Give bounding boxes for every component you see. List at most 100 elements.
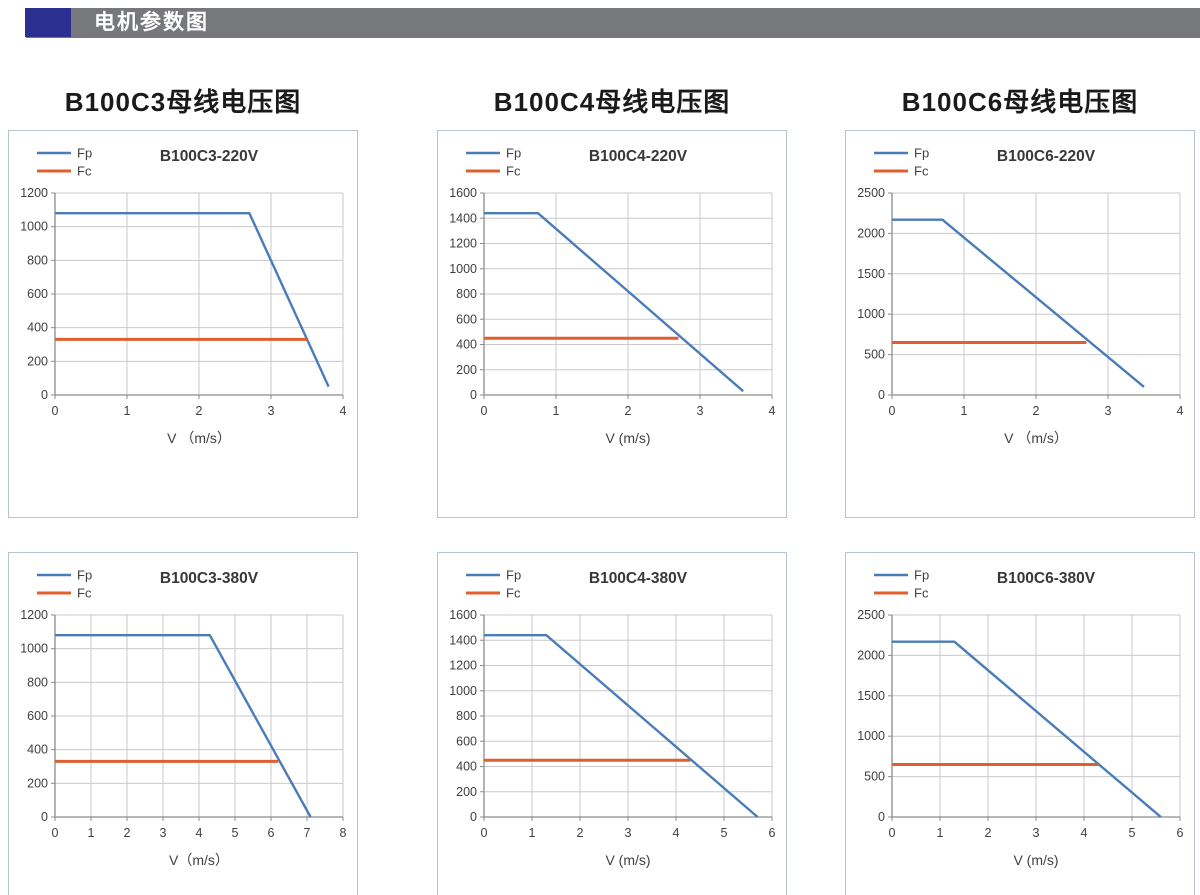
svg-text:400: 400: [456, 338, 477, 352]
svg-text:1400: 1400: [449, 633, 477, 647]
svg-text:800: 800: [27, 675, 48, 689]
svg-text:2: 2: [985, 826, 992, 840]
chart-panel-b100c3-380v: 0 1 2 3 4 5 6 7 8 0 200 400 600 800 1000 1200 Fp Fc B100C3…: [8, 552, 358, 895]
chart-panel-b100c4-220v: 0 1 2 3 4 0 200 400 600 800 1000 1200 1400 1600 Fp Fc B1…: [437, 130, 787, 518]
svg-text:4: 4: [196, 826, 203, 840]
svg-text:4: 4: [769, 404, 776, 418]
chart-panel-b100c6-380v: 0 1 2 3 4 5 6 0 500 1000 1500 2000 2500 Fp Fc B100C6-38…: [845, 552, 1195, 895]
svg-text:1200: 1200: [449, 237, 477, 251]
chart-panel-b100c6-220v: 0 1 2 3 4 0 500 1000 1500 2000 2500 Fp Fc B100C6-220V…: [845, 130, 1195, 518]
svg-text:2500: 2500: [857, 186, 885, 200]
svg-text:Fp: Fp: [506, 146, 521, 161]
svg-text:800: 800: [27, 253, 48, 267]
svg-text:Fc: Fc: [506, 164, 521, 179]
svg-text:V （m/s）: V （m/s）: [167, 430, 231, 446]
svg-text:400: 400: [27, 321, 48, 335]
svg-text:0: 0: [481, 404, 488, 418]
header-accent-block: [25, 8, 71, 37]
svg-text:0: 0: [878, 388, 885, 402]
chart-b100c6-380v: 0 1 2 3 4 5 6 0 500 1000 1500 2000 2500 Fp Fc B100C6-38…: [857, 568, 1184, 869]
svg-text:1000: 1000: [20, 220, 48, 234]
svg-text:4: 4: [673, 826, 680, 840]
svg-text:200: 200: [456, 363, 477, 377]
chart-b100c6-220v: 0 1 2 3 4 0 500 1000 1500 2000 2500 Fp Fc B100C6-220V…: [857, 146, 1184, 447]
svg-text:600: 600: [27, 287, 48, 301]
svg-text:0: 0: [52, 826, 59, 840]
svg-text:4: 4: [1177, 404, 1184, 418]
svg-text:Fc: Fc: [77, 586, 92, 601]
svg-text:3: 3: [1105, 404, 1112, 418]
svg-text:0: 0: [889, 404, 896, 418]
svg-text:Fp: Fp: [506, 568, 521, 583]
chart-b100c3-220v: 0 1 2 3 4 0 200 400 600 800 1000 1200 Fp Fc B100C3-220…: [20, 146, 346, 447]
svg-text:1: 1: [88, 826, 95, 840]
svg-text:0: 0: [878, 810, 885, 824]
column-title-b100c3: B100C3母线电压图: [64, 87, 302, 117]
chart-b100c4-220v: 0 1 2 3 4 0 200 400 600 800 1000 1200 1400 1600 Fp Fc B1…: [449, 146, 776, 447]
svg-text:600: 600: [456, 312, 477, 326]
chart-panel-b100c4-380v: 0 1 2 3 4 5 6 0 200 400 600 800 1000 1200 1400 1600 Fp Fc…: [437, 552, 787, 895]
svg-text:Fp: Fp: [77, 568, 92, 583]
svg-text:1400: 1400: [449, 211, 477, 225]
svg-text:0: 0: [41, 810, 48, 824]
svg-text:400: 400: [456, 760, 477, 774]
svg-text:1200: 1200: [20, 608, 48, 622]
svg-text:0: 0: [481, 826, 488, 840]
svg-text:600: 600: [456, 734, 477, 748]
svg-text:Fc: Fc: [914, 586, 929, 601]
svg-text:1200: 1200: [20, 186, 48, 200]
svg-text:0: 0: [470, 810, 477, 824]
svg-text:500: 500: [864, 770, 885, 784]
svg-text:Fp: Fp: [914, 568, 929, 583]
svg-text:V (m/s): V (m/s): [1013, 852, 1058, 868]
svg-text:1: 1: [124, 404, 131, 418]
svg-text:1600: 1600: [449, 608, 477, 622]
svg-text:200: 200: [27, 354, 48, 368]
svg-text:6: 6: [268, 826, 275, 840]
svg-text:1600: 1600: [449, 186, 477, 200]
svg-text:2000: 2000: [857, 226, 885, 240]
svg-text:1000: 1000: [857, 307, 885, 321]
svg-text:3: 3: [160, 826, 167, 840]
svg-text:1000: 1000: [449, 262, 477, 276]
svg-text:2: 2: [124, 826, 131, 840]
svg-text:1: 1: [961, 404, 968, 418]
chart-b100c4-380v: 0 1 2 3 4 5 6 0 200 400 600 800 1000 1200 1400 1600 Fp Fc…: [449, 568, 775, 869]
svg-text:1: 1: [529, 826, 536, 840]
chart-panel-b100c3-220v: 0 1 2 3 4 0 200 400 600 800 1000 1200 Fp Fc B100C3-220…: [8, 130, 358, 518]
svg-text:4: 4: [1081, 826, 1088, 840]
svg-text:2: 2: [625, 404, 632, 418]
svg-text:0: 0: [470, 388, 477, 402]
svg-text:0: 0: [41, 388, 48, 402]
svg-text:0: 0: [52, 404, 59, 418]
svg-text:1000: 1000: [857, 729, 885, 743]
svg-text:0: 0: [889, 826, 896, 840]
svg-text:200: 200: [456, 785, 477, 799]
svg-text:800: 800: [456, 287, 477, 301]
svg-text:2500: 2500: [857, 608, 885, 622]
svg-text:1000: 1000: [449, 684, 477, 698]
column-title-b100c6: B100C6母线电压图: [901, 87, 1139, 117]
svg-text:800: 800: [456, 709, 477, 723]
svg-text:1: 1: [553, 404, 560, 418]
svg-text:1200: 1200: [449, 659, 477, 673]
svg-text:2: 2: [196, 404, 203, 418]
svg-text:1500: 1500: [857, 689, 885, 703]
svg-text:B100C3-380V: B100C3-380V: [160, 570, 259, 587]
svg-text:3: 3: [625, 826, 632, 840]
svg-text:Fp: Fp: [77, 146, 92, 161]
svg-text:B100C3-220V: B100C3-220V: [160, 148, 259, 165]
svg-text:B100C6-220V: B100C6-220V: [997, 148, 1096, 165]
svg-text:8: 8: [340, 826, 347, 840]
svg-text:200: 200: [27, 776, 48, 790]
svg-text:3: 3: [697, 404, 704, 418]
svg-text:B100C6-380V: B100C6-380V: [997, 570, 1096, 587]
svg-text:Fp: Fp: [914, 146, 929, 161]
svg-text:1: 1: [937, 826, 944, 840]
svg-text:Fc: Fc: [77, 164, 92, 179]
svg-text:B100C4-380V: B100C4-380V: [589, 570, 688, 587]
svg-text:V （m/s）: V （m/s）: [1004, 430, 1068, 446]
svg-text:7: 7: [304, 826, 311, 840]
svg-text:6: 6: [1177, 826, 1184, 840]
